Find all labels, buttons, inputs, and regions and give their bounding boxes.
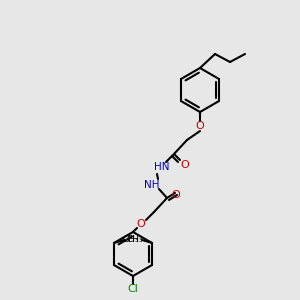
Text: O: O	[136, 219, 146, 229]
Text: O: O	[181, 160, 189, 170]
Text: CH₃: CH₃	[127, 235, 144, 244]
Text: O: O	[196, 121, 204, 131]
Text: O: O	[172, 190, 180, 200]
Text: CH₃: CH₃	[122, 235, 139, 244]
Text: NH: NH	[144, 180, 160, 190]
Text: Cl: Cl	[128, 284, 138, 294]
Text: HN: HN	[154, 162, 170, 172]
